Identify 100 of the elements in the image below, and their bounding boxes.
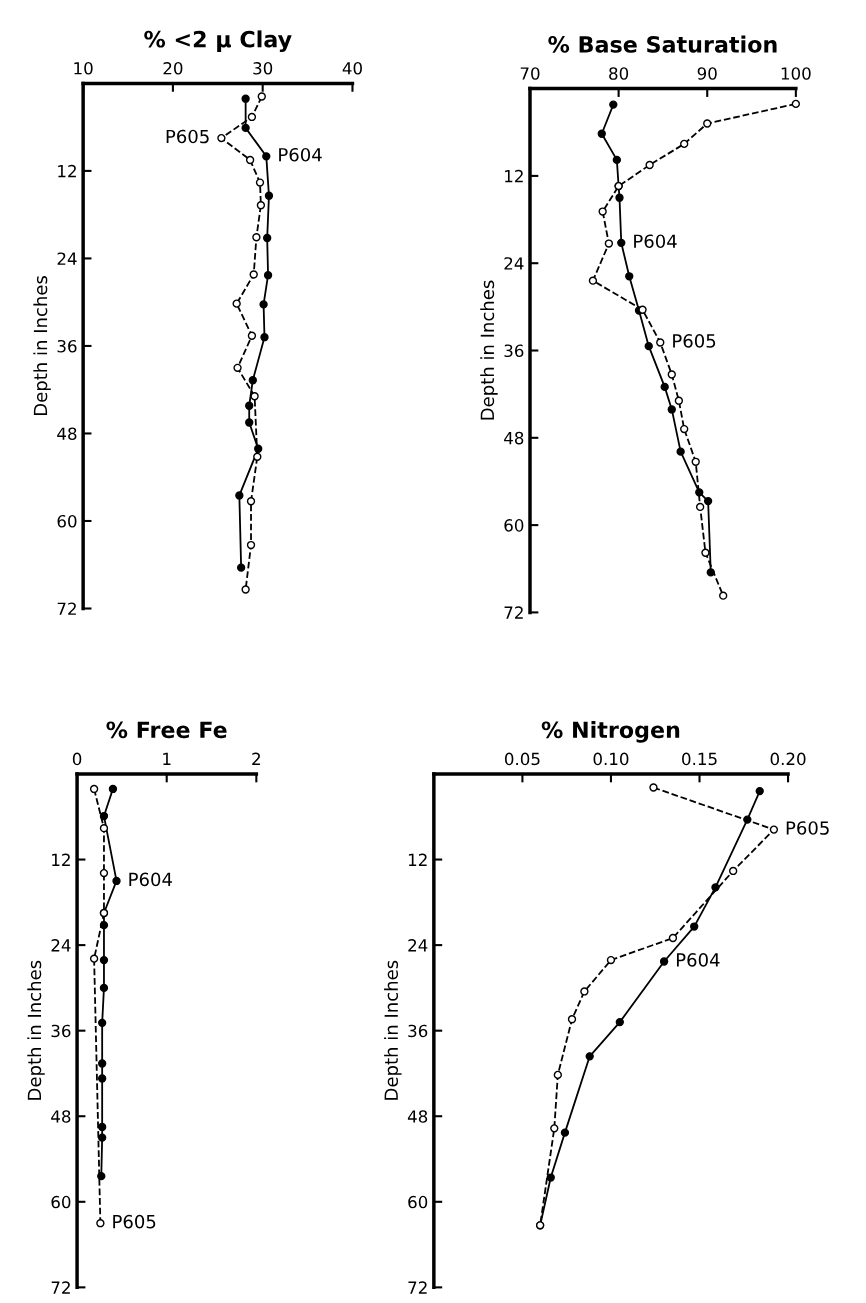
annotation: P605 — [673, 334, 716, 348]
y-tick-label: 72 — [504, 606, 523, 619]
annotation: P604 — [676, 953, 720, 967]
point — [695, 502, 705, 512]
point — [98, 1059, 107, 1068]
y-axis-title: Depth in Inches — [33, 276, 51, 415]
x-tick-label: 1 — [163, 752, 171, 765]
point — [791, 99, 801, 109]
point — [560, 1128, 570, 1137]
point — [96, 1219, 105, 1228]
point — [99, 868, 109, 878]
point — [252, 233, 261, 242]
y-tick-label: 36 — [408, 1024, 428, 1038]
annotation: P605 — [166, 129, 209, 144]
point — [255, 178, 265, 187]
point — [99, 983, 109, 993]
point — [546, 1173, 555, 1182]
y-tick-label: 60 — [408, 1195, 428, 1209]
point — [660, 382, 669, 392]
y-tick-label: 36 — [504, 344, 524, 358]
point — [259, 300, 268, 309]
point — [233, 363, 242, 372]
y-tick-label: 24 — [504, 257, 524, 270]
y-tick-label: 36 — [51, 1024, 71, 1038]
point — [645, 160, 654, 170]
point — [260, 333, 269, 342]
chart-title: % Base Saturation — [548, 35, 777, 53]
x-tick-label: 10 — [74, 62, 93, 75]
point — [701, 548, 710, 557]
point — [249, 270, 258, 279]
point — [615, 1017, 624, 1027]
annotation: P604 — [129, 872, 172, 887]
point — [89, 954, 99, 963]
point — [246, 497, 256, 506]
point — [99, 955, 109, 965]
point — [612, 155, 622, 165]
point — [588, 276, 598, 285]
y-tick-label: 12 — [408, 853, 427, 866]
point — [245, 401, 254, 410]
point — [606, 955, 616, 965]
x-tick-label: 70 — [520, 67, 540, 80]
y-tick-label: 36 — [57, 339, 77, 353]
point — [262, 152, 271, 161]
point — [597, 129, 606, 138]
point — [236, 563, 246, 572]
x-tick-label: 40 — [342, 62, 362, 75]
point — [98, 1074, 107, 1083]
point — [235, 491, 244, 500]
point — [755, 786, 764, 796]
point — [691, 457, 700, 466]
point — [728, 866, 738, 876]
y-tick-label: 60 — [51, 1195, 71, 1209]
point — [241, 585, 250, 594]
point — [625, 272, 634, 281]
annotation: P604 — [279, 147, 322, 162]
y-tick-label: 60 — [504, 519, 524, 532]
point — [99, 824, 109, 833]
x-tick-label: 0.20 — [770, 752, 806, 766]
point — [256, 201, 266, 210]
y-axis-title: Depth in Inches — [384, 960, 402, 1100]
point — [241, 94, 250, 103]
y-tick-label: 12 — [52, 853, 70, 866]
point — [232, 299, 241, 308]
y-tick-label: 72 — [51, 1281, 70, 1294]
point — [263, 233, 272, 243]
point — [253, 452, 262, 461]
point — [638, 305, 647, 314]
point — [246, 540, 256, 550]
point — [98, 1018, 107, 1027]
point — [257, 92, 266, 101]
point — [615, 193, 624, 202]
y-tick-label: 12 — [505, 169, 523, 183]
point — [247, 331, 257, 340]
chart-title: % Nitrogen — [541, 720, 680, 743]
point — [680, 424, 689, 434]
y-tick-label: 48 — [504, 431, 524, 445]
point — [112, 876, 121, 886]
point — [247, 112, 257, 122]
point — [703, 496, 713, 506]
point — [609, 100, 618, 109]
point — [656, 338, 665, 347]
y-tick-label: 48 — [51, 1110, 71, 1123]
point — [263, 271, 273, 280]
y-axis-title: Depth in Inches — [27, 960, 45, 1100]
y-tick-label: 24 — [51, 939, 71, 952]
y-tick-label: 12 — [58, 164, 76, 178]
x-tick-label: 90 — [697, 67, 717, 80]
point — [99, 811, 109, 821]
point — [604, 239, 614, 248]
point — [248, 376, 257, 385]
point — [245, 418, 254, 427]
point — [674, 396, 684, 405]
x-tick-label: 0.15 — [682, 752, 717, 766]
point — [567, 1015, 577, 1024]
point — [550, 1124, 559, 1133]
y-tick-label: 24 — [57, 252, 77, 265]
y-axis-title: Depth in Inches — [480, 280, 498, 420]
point — [585, 1052, 594, 1061]
x-tick-label: 30 — [253, 62, 273, 75]
point — [667, 370, 676, 379]
